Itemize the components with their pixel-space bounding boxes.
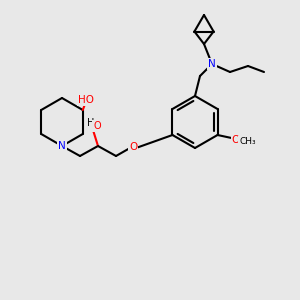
Text: N: N	[58, 141, 66, 151]
Text: O: O	[93, 121, 101, 131]
Text: O: O	[231, 135, 240, 145]
Text: N: N	[208, 59, 216, 69]
Text: O: O	[129, 142, 137, 152]
Text: H: H	[87, 118, 95, 128]
Text: HO: HO	[78, 95, 94, 105]
Text: CH₃: CH₃	[239, 136, 256, 146]
